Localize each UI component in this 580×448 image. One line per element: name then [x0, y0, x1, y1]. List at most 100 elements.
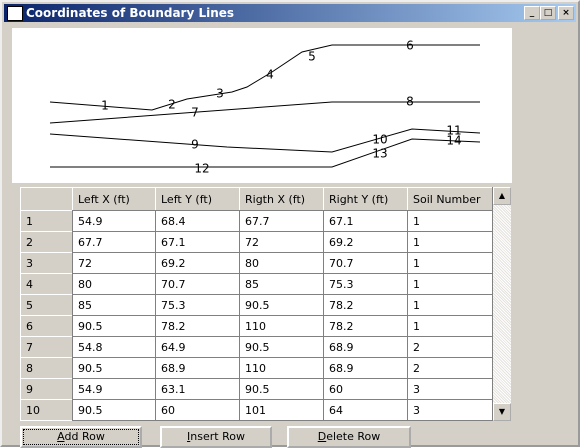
table-cell: 64.9	[155, 336, 240, 358]
line-label: 4	[266, 68, 274, 82]
table-cell: 68.9	[155, 357, 240, 379]
line-label: 2	[168, 98, 176, 112]
line-label: 1	[101, 99, 109, 113]
table-row: 9 54.9 63.1 90.5 60 3	[20, 378, 493, 400]
row-header: 9	[20, 378, 73, 400]
table-cell: 101	[239, 399, 324, 421]
boundary-line	[49, 101, 480, 124]
line-label: 12	[194, 162, 209, 176]
table-row: 6 90.5 78.2 110 78.2 1	[20, 315, 493, 337]
table-cell: 72	[72, 252, 156, 274]
row-header: 2	[20, 231, 73, 253]
line-label: 11	[446, 124, 461, 138]
line-label: 3	[216, 87, 224, 101]
boundary-line	[50, 138, 481, 168]
close-button[interactable]: ×	[558, 6, 574, 20]
scroll-up[interactable]: ▲	[493, 187, 511, 205]
window-title: Coordinates of Boundary Lines	[26, 6, 235, 20]
table-cell: 69.2	[155, 252, 240, 274]
line-label: 6	[406, 39, 414, 53]
table-cell: 85	[239, 273, 324, 295]
scroll-down[interactable]: ▼	[493, 403, 511, 421]
row-header: 5	[20, 294, 73, 316]
table-cell: 1	[407, 273, 493, 295]
add-row-button[interactable]: Add Row	[20, 426, 142, 448]
table-row: 10 90.5 60 101 64 3	[20, 399, 493, 421]
table-row: 5 85 75.3 90.5 78.2 1	[20, 294, 493, 316]
table-cell: 90.5	[239, 294, 324, 316]
table-cell: 90.5	[239, 336, 324, 358]
table-cell: 1	[407, 252, 493, 274]
line-label: 9	[191, 138, 199, 152]
line-label: 7	[191, 106, 199, 120]
row-header: 7	[20, 336, 73, 358]
row-header: 8	[20, 357, 73, 379]
table-cell: 70.7	[323, 252, 408, 274]
boundary-line	[49, 44, 480, 111]
table-row: 2 67.7 67.1 72 69.2 1	[20, 231, 493, 253]
table-cell: 85	[72, 294, 156, 316]
row-header: 6	[20, 315, 73, 337]
table-cell: 90.5	[72, 357, 156, 379]
button-label: Delete Row	[317, 430, 381, 443]
table-row: 1 54.9 68.4 67.7 67.1 1	[20, 210, 493, 232]
table-cell: 72	[239, 231, 324, 253]
column-header: Soil Number	[407, 187, 493, 211]
table-cell: 60	[323, 378, 408, 400]
table-cell: 68.9	[323, 357, 408, 379]
table-cell: 1	[407, 315, 493, 337]
table-cell: 75.3	[155, 294, 240, 316]
line-label: 14	[446, 134, 461, 148]
table-cell: 60	[155, 399, 240, 421]
table-cell: 110	[239, 315, 324, 337]
vertical-scrollbar[interactable]: ▲ ▼	[492, 187, 511, 421]
row-header: 10	[20, 399, 73, 421]
line-label: 10	[372, 133, 387, 147]
table-cell: 78.2	[155, 315, 240, 337]
table-cell: 80	[72, 273, 156, 295]
minimize-button[interactable]: _	[524, 6, 540, 20]
coordinates-table: Left X (ft) Left Y (ft) Rigth X (ft) Right …	[20, 187, 493, 421]
table-cell: 90.5	[239, 378, 324, 400]
table-cell: 3	[407, 399, 493, 421]
table-cell: 1	[407, 294, 493, 316]
table-cell: 110	[239, 357, 324, 379]
table-cell: 3	[407, 378, 493, 400]
table-cell: 69.2	[323, 231, 408, 253]
table-row: 4 80 70.7 85 75.3 1	[20, 273, 493, 295]
button-label: Add Row	[57, 430, 105, 443]
line-label: 5	[308, 50, 316, 64]
insert-row-button[interactable]: Insert Row	[160, 426, 272, 448]
table-cell: 90.5	[72, 315, 156, 337]
row-header: 3	[20, 252, 73, 274]
title-bar: Coordinates of Boundary Lines _ □ ×	[4, 4, 576, 22]
table-cell: 78.2	[323, 315, 408, 337]
table-cell: 2	[407, 357, 493, 379]
corner-header	[20, 187, 73, 211]
table-row: 8 90.5 68.9 110 68.9 2	[20, 357, 493, 379]
table-cell: 67.1	[323, 210, 408, 232]
table-cell: 2	[407, 336, 493, 358]
maximize-button[interactable]: □	[540, 6, 556, 20]
table-cell: 64	[323, 399, 408, 421]
table-cell: 54.8	[72, 336, 156, 358]
column-header: Left Y (ft)	[155, 187, 240, 211]
table-cell: 75.3	[323, 273, 408, 295]
table-cell: 78.2	[323, 294, 408, 316]
table-cell: 68.4	[155, 210, 240, 232]
table-cell: 67.7	[72, 231, 156, 253]
table-cell: 1	[407, 231, 493, 253]
column-header: Rigth X (ft)	[239, 187, 324, 211]
table-row: 3 72 69.2 80 70.7 1	[20, 252, 493, 274]
column-header: Left X (ft)	[72, 187, 156, 211]
table-cell: 54.9	[72, 378, 156, 400]
line-label: 13	[372, 147, 387, 161]
delete-row-button[interactable]: Delete Row	[287, 426, 411, 448]
line-label: 8	[406, 95, 414, 109]
table-cell: 70.7	[155, 273, 240, 295]
boundary-line	[49, 128, 481, 153]
table-cell: 67.7	[239, 210, 324, 232]
column-header: Right Y (ft)	[323, 187, 408, 211]
